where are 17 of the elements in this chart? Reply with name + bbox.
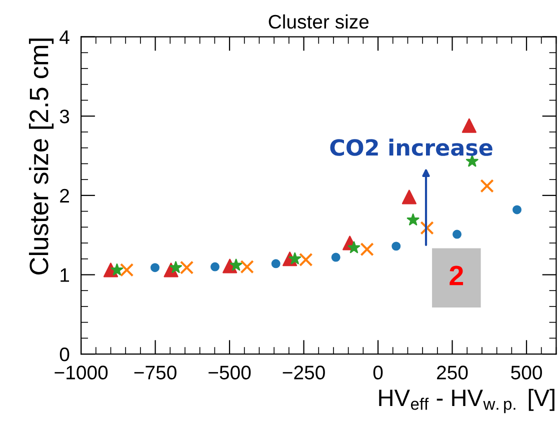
- y-tick-label: 0: [60, 348, 70, 362]
- annotation: CO2 increase: [330, 138, 492, 156]
- x-tick-label: −750: [134, 366, 176, 380]
- x-tick-label: −500: [208, 366, 251, 380]
- chart-title: Cluster size: [268, 14, 369, 29]
- y-tick-label: 2: [60, 188, 69, 202]
- x-tick-label: −1000: [54, 366, 108, 380]
- y-tick-label: 1: [60, 268, 69, 282]
- x-tick-label: −250: [282, 366, 325, 380]
- x-tick-label: 250: [437, 366, 468, 380]
- y-tick-label: 4: [60, 30, 70, 44]
- x-axis-title: HV$_{eff}$ - HV$_{w.p.}$ [V]: [379, 388, 554, 414]
- annotation: 2: [450, 266, 464, 286]
- y-axis-title: Cluster size [2.5 cm]: [28, 38, 54, 274]
- y-tick-label: 3: [60, 110, 70, 124]
- x-tick-label: 500: [511, 366, 542, 380]
- x-tick-label: 0: [373, 366, 383, 380]
